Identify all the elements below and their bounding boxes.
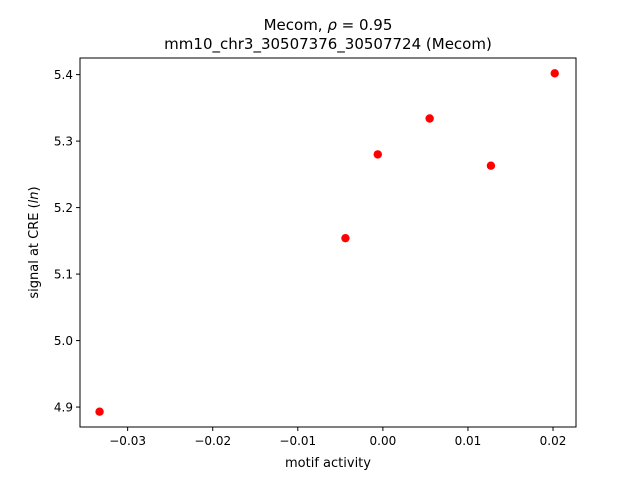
y-axis-label: signal at CRE (ln) bbox=[27, 186, 42, 298]
x-axis-label: motif activity bbox=[285, 456, 371, 471]
data-point bbox=[486, 161, 496, 170]
data-point bbox=[95, 407, 104, 416]
plot-frame bbox=[79, 57, 577, 428]
chart-title: Mecom, ρ = 0.95 bbox=[264, 16, 393, 34]
data-point bbox=[373, 150, 382, 159]
x-tick-label: −0.03 bbox=[109, 434, 146, 448]
y-axis-label-italic: ln bbox=[27, 191, 42, 203]
x-tick-label: 0.02 bbox=[540, 434, 567, 448]
x-tick-label: 0.00 bbox=[370, 434, 397, 448]
data-point bbox=[425, 114, 434, 123]
data-point bbox=[550, 69, 559, 78]
y-tick-label: 5.2 bbox=[54, 201, 73, 215]
data-points bbox=[95, 69, 559, 416]
y-axis-label-suffix: ) bbox=[27, 186, 42, 191]
y-axis-label-prefix: signal at CRE ( bbox=[27, 203, 42, 298]
chart-subtitle: mm10_chr3_30507376_30507724 (Mecom) bbox=[164, 35, 492, 54]
x-tick-label: −0.02 bbox=[194, 434, 231, 448]
chart-title-prefix: Mecom, bbox=[264, 16, 328, 34]
x-tick-label: 0.01 bbox=[455, 434, 482, 448]
y-tick-label: 5.3 bbox=[54, 135, 73, 149]
x-tick-label: −0.01 bbox=[279, 434, 316, 448]
y-tick-label: 5.4 bbox=[54, 68, 73, 82]
chart-title-rho-value: = 0.95 bbox=[337, 16, 393, 34]
chart-title-rho: ρ bbox=[327, 16, 337, 34]
axis-ticks: −0.03 −0.02 −0.01 0.00 0.01 0.02 4.9 5.0 5.1 5.2 5… bbox=[54, 68, 566, 448]
y-tick-label: 5.0 bbox=[54, 334, 73, 348]
y-tick-label: 4.9 bbox=[54, 401, 73, 415]
y-tick-label: 5.1 bbox=[54, 268, 73, 282]
data-point bbox=[341, 233, 350, 243]
